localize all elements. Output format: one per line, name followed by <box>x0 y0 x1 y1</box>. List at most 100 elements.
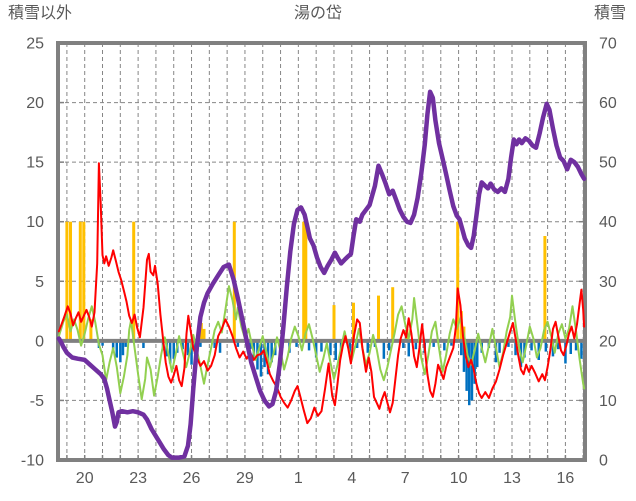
blue-bars-bar <box>574 340 578 351</box>
x-axis-tick-label: 7 <box>401 470 410 487</box>
blue-bars-bar <box>382 340 386 359</box>
blue-bars-bar <box>101 340 104 346</box>
blue-bars-bar <box>498 340 501 353</box>
blue-bars-bar <box>307 340 311 351</box>
right-axis-tick-label: 70 <box>599 36 617 53</box>
orange-bars-bar <box>332 305 336 341</box>
orange-bars-bar <box>89 319 93 341</box>
chart-title: 湯の岱 <box>293 5 342 22</box>
blue-bars-bar <box>462 340 466 372</box>
blue-bars-bar <box>334 340 337 360</box>
blue-bars-bar <box>355 340 359 348</box>
blue-bars-bar <box>111 340 115 351</box>
orange-bars-bar <box>202 328 206 341</box>
blue-bars-bar <box>218 340 222 353</box>
blue-bars-bar <box>460 340 463 356</box>
x-axis-tick-label: 16 <box>557 470 575 487</box>
orange-bars-bar <box>352 302 355 341</box>
blue-bars-bar <box>557 340 560 350</box>
blue-bars-bar <box>199 340 202 347</box>
right-axis-tick-label: 40 <box>599 214 617 231</box>
blue-bars-bar <box>407 340 410 357</box>
left-axis-tick-label: 5 <box>35 274 44 291</box>
blue-bars-bar <box>181 340 184 350</box>
right-axis-tick-label: 0 <box>599 453 608 470</box>
right-axis-tick-label: 30 <box>599 274 617 291</box>
blue-bars-bar <box>213 340 216 348</box>
orange-bars-bar <box>132 221 136 341</box>
x-axis-tick-label: 29 <box>236 470 254 487</box>
blue-bars-bar <box>236 340 240 347</box>
orange-bars-bar <box>456 221 460 341</box>
blue-bars-bar <box>473 340 476 384</box>
blue-bars-bar <box>168 340 172 364</box>
blue-bars-bar <box>249 340 252 350</box>
blue-bars-bar <box>124 340 127 347</box>
blue-bars-bar <box>295 340 298 347</box>
left-axis-tick-label: -5 <box>30 393 44 410</box>
orange-bars-bar <box>391 287 395 341</box>
x-axis-tick-label: 13 <box>503 470 521 487</box>
blue-bars-bar <box>348 340 352 357</box>
blue-bars-bar <box>115 340 118 358</box>
left-axis-title: 積雪以外 <box>8 5 73 22</box>
blue-bars-bar <box>414 340 418 350</box>
blue-bars-bar <box>320 340 323 352</box>
blue-bars-bar <box>443 340 446 351</box>
left-axis-tick-label: -10 <box>21 453 44 470</box>
blue-bars-bar <box>270 340 273 363</box>
orange-bars-bar <box>543 236 547 341</box>
blue-bars-bar <box>121 340 125 356</box>
right-axis-tick-label: 10 <box>599 393 617 410</box>
left-axis-tick-label: 20 <box>26 95 44 112</box>
blue-bars-bar <box>530 340 533 351</box>
blue-bars-bar <box>402 340 405 348</box>
blue-bars-bar <box>172 340 175 359</box>
blue-bars-bar <box>186 340 190 356</box>
blue-bars-bar <box>468 340 471 406</box>
orange-bars-bar <box>304 221 308 341</box>
blue-bars-bar <box>470 340 474 401</box>
x-axis-tick-label: 4 <box>347 470 356 487</box>
blue-bars-bar <box>465 340 468 391</box>
red-line <box>57 162 586 425</box>
snow-depth-purple-line <box>56 89 587 460</box>
blue-bars-bar <box>507 340 510 347</box>
x-axis-tick-label: 26 <box>183 470 201 487</box>
x-axis-tick-label: 23 <box>129 470 147 487</box>
blue-bars-bar <box>569 340 572 354</box>
x-axis-tick-label: 20 <box>76 470 94 487</box>
blue-bars-bar <box>580 340 583 359</box>
blue-bars-bar <box>476 340 479 368</box>
blue-bars-bar <box>142 340 145 348</box>
blue-bars-bar <box>544 340 548 352</box>
right-axis-tick-label: 60 <box>599 95 617 112</box>
right-axis-tick-label: 20 <box>599 333 617 350</box>
left-axis-tick-label: 15 <box>26 155 44 172</box>
blue-bars-bar <box>366 340 369 353</box>
blue-bars-bar <box>329 340 332 356</box>
x-axis-tick-label: 10 <box>450 470 468 487</box>
blue-bars-bar <box>314 340 318 358</box>
blue-bars-bar <box>432 340 435 347</box>
right-axis-title: 積雪 <box>593 5 626 22</box>
orange-bars-bar <box>302 221 306 341</box>
orange-bars-bar <box>82 221 86 341</box>
blue-bars-bar <box>259 340 263 377</box>
blue-bars-bar <box>450 340 453 346</box>
blue-bars-bar <box>387 340 391 351</box>
orange-bars-bar <box>377 295 380 341</box>
orange-bars-bar <box>78 221 82 341</box>
blue-bars-bar <box>514 340 517 356</box>
left-axis-tick-label: 0 <box>35 333 44 350</box>
blue-bars-bar <box>119 340 122 363</box>
green-line <box>57 285 586 401</box>
orange-bars-bar <box>69 221 72 341</box>
plot-border <box>56 41 587 462</box>
left-axis-tick-label: 10 <box>26 214 44 231</box>
orange-bars-bar <box>65 221 69 341</box>
right-axis-tick-label: 50 <box>599 155 617 172</box>
left-axis-tick-label: 25 <box>26 36 44 53</box>
